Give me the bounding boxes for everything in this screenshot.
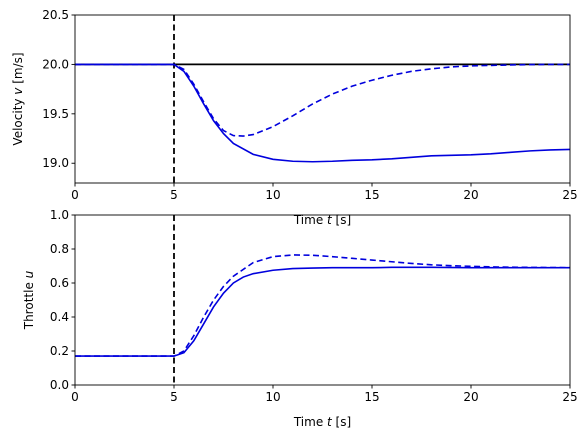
throttle-y-axis-label: Throttle u	[22, 270, 36, 330]
throttle-plot-area	[75, 215, 570, 385]
y-tick-label: 0.2	[50, 344, 69, 358]
x-tick-label: 20	[463, 188, 478, 202]
x-tick-label: 10	[265, 188, 280, 202]
throttle-x-ticks: 0 5 10 15 20 25	[71, 385, 578, 404]
x-tick-label: 10	[265, 390, 280, 404]
velocity-axes: 0 5 10 15 20 25 19.0 19.5 20.0 20.5 Time t [s] V…	[11, 8, 578, 227]
throttle-x-axis-label: Time t [s]	[293, 415, 351, 429]
throttle-axes: 0 5 10 15 20 25 0.0 0.2 0.4 0.6 0.8 1.0 Time t [s]…	[22, 208, 578, 429]
x-tick-label: 5	[170, 188, 178, 202]
series-line-dashed	[75, 63, 570, 137]
x-tick-label: 15	[364, 390, 379, 404]
series-line-solid	[75, 266, 570, 357]
x-tick-label: 5	[170, 390, 178, 404]
velocity-plot-area	[75, 15, 570, 183]
y-tick-label: 19.5	[42, 107, 69, 121]
y-tick-label: 0.6	[50, 276, 69, 290]
y-tick-label: 20.0	[42, 57, 69, 71]
velocity-y-ticks: 19.0 19.5 20.0 20.5	[42, 8, 75, 170]
y-tick-label: 0.4	[50, 310, 69, 324]
y-tick-label: 20.5	[42, 8, 69, 22]
x-tick-label: 15	[364, 188, 379, 202]
x-tick-label: 20	[463, 390, 478, 404]
y-tick-label: 0.0	[50, 378, 69, 392]
velocity-x-ticks: 0 5 10 15 20 25	[71, 183, 578, 202]
series-line-dashed	[75, 254, 570, 357]
throttle-axes-frame	[74, 214, 571, 386]
y-tick-label: 19.0	[42, 156, 69, 170]
velocity-axes-frame	[74, 14, 571, 184]
x-tick-label: 0	[71, 390, 79, 404]
series-line-solid	[75, 63, 570, 163]
x-tick-label: 0	[71, 188, 79, 202]
x-tick-label: 25	[562, 390, 577, 404]
x-tick-label: 25	[562, 188, 577, 202]
throttle-y-ticks: 0.0 0.2 0.4 0.6 0.8 1.0	[50, 208, 75, 392]
velocity-x-axis-label: Time t [s]	[293, 213, 351, 227]
y-tick-label: 0.8	[50, 242, 69, 256]
y-tick-label: 1.0	[50, 208, 69, 222]
velocity-y-axis-label: Velocity v [m/s]	[11, 52, 25, 145]
